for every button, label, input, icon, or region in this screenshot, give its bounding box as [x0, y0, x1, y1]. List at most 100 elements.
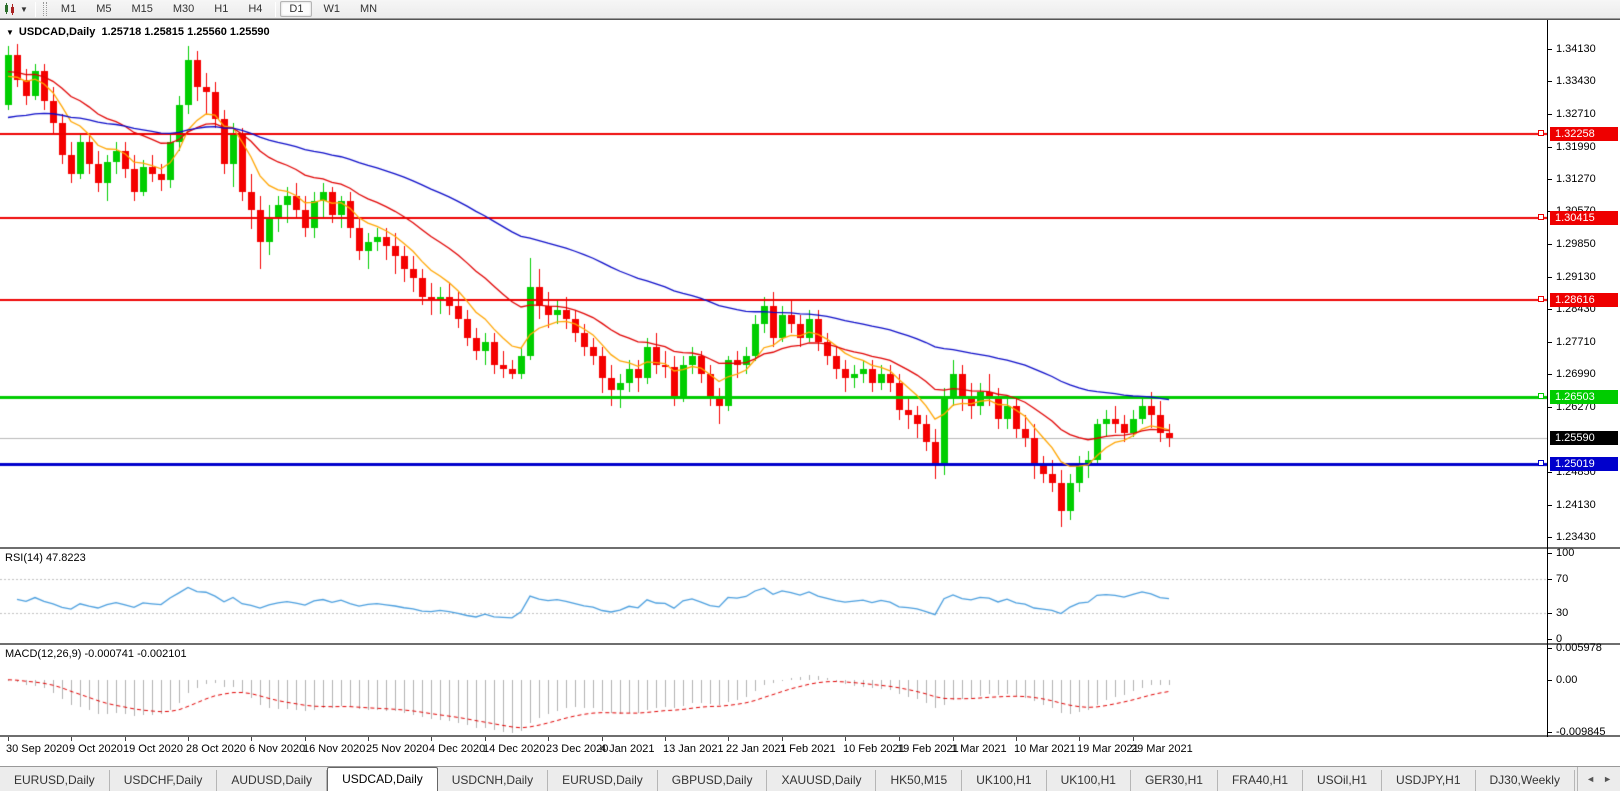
price-tick-label: 1.31990: [1556, 141, 1596, 153]
timeframe-toolbar: ▼ M1 M5 M15 M30 H1 H4 D1 W1 MN: [0, 0, 1620, 19]
date-tick-mark: [125, 737, 126, 741]
axis-tick-mark: [1547, 639, 1552, 640]
chart-tab-dj30-weekly[interactable]: DJ30,Weekly: [1476, 770, 1575, 791]
chart-tab-eurusd-daily[interactable]: EURUSD,Daily: [548, 770, 658, 791]
chart-tab-usdcad-daily[interactable]: USDCAD,Daily: [327, 767, 438, 791]
date-axis[interactable]: 30 Sep 2020 9 Oct 2020 19 Oct 2020 28 Oct 2…: [0, 737, 1620, 767]
date-tick-mark: [1016, 737, 1017, 741]
timeframe-button-mn[interactable]: MN: [359, 3, 378, 15]
price-tick-label: 1.27710: [1556, 336, 1596, 348]
date-tick-mark: [8, 737, 9, 741]
date-tick-mark: [485, 737, 486, 741]
chart-tab-hk50-m15[interactable]: HK50,M15: [876, 770, 963, 791]
chart-tab-usdchf-daily[interactable]: USDCHF,Daily: [110, 770, 218, 791]
macd-label: MACD(12,26,9) -0.000741 -0.002101: [5, 648, 187, 660]
line-anchor-square[interactable]: [1538, 460, 1544, 466]
axis-tick-mark: [1547, 579, 1552, 580]
date-tick-mark: [782, 737, 783, 741]
price-badge-1.30415: 1.30415: [1550, 211, 1618, 225]
chart-window: ▼ USDCAD,Daily 1.25718 1.25815 1.25560 1.…: [0, 19, 1620, 767]
chart-tab-uk100-h1[interactable]: UK100,H1: [1047, 770, 1131, 791]
chart-tab-audusd-daily[interactable]: AUDUSD,Daily: [217, 770, 328, 791]
chart-tab-usoil-h1[interactable]: USOil,H1: [1303, 770, 1383, 791]
price-chart-canvas[interactable]: [0, 21, 1547, 547]
timeframe-button-d1[interactable]: D1: [280, 1, 313, 17]
rsi-label: RSI(14) 47.8223: [5, 552, 86, 564]
line-anchor-square[interactable]: [1538, 130, 1544, 136]
date-tick-label: 1 Mar 2021: [951, 743, 1007, 755]
toolbar-separator: [34, 1, 36, 17]
date-tick-label: 19 Oct 2020: [123, 743, 183, 755]
timeframe-button-m5[interactable]: M5: [96, 3, 112, 15]
axis-tick-mark: [1547, 407, 1552, 408]
chart-tab-eurusd-daily[interactable]: EURUSD,Daily: [0, 770, 110, 791]
toolbar-grip[interactable]: [42, 2, 47, 16]
timeframe-button-m30[interactable]: M30: [172, 3, 195, 15]
date-tick-label: 14 Dec 2020: [483, 743, 546, 755]
line-anchor-square[interactable]: [1538, 393, 1544, 399]
axis-tick-mark: [1547, 732, 1552, 733]
date-tick-label: 1 Feb 2021: [780, 743, 836, 755]
chart-tab-fra40-h1[interactable]: FRA40,H1: [1218, 770, 1303, 791]
chart-ohlc-values: 1.25718 1.25815 1.25560 1.25590: [101, 26, 270, 38]
price-tick-label: 1.26270: [1556, 401, 1596, 413]
chart-tab-ger30-h1[interactable]: GER30,H1: [1131, 770, 1218, 791]
tab-scroll-right-icon[interactable]: ►: [1603, 774, 1612, 784]
panel-separator[interactable]: [0, 735, 1620, 737]
date-tick-label: 29 Mar 2021: [1131, 743, 1193, 755]
panel-separator[interactable]: [0, 547, 1620, 549]
date-tick-label: 13 Jan 2021: [663, 743, 724, 755]
chart-menu-caret-icon[interactable]: ▼: [6, 28, 14, 37]
macd-indicator-canvas[interactable]: [0, 645, 1547, 735]
candlestick-chart-icon[interactable]: [3, 2, 19, 16]
price-tick-label: 1.29850: [1556, 238, 1596, 250]
date-tick-mark: [251, 737, 252, 741]
price-tick-label: 1.29130: [1556, 271, 1596, 283]
chart-tab-gbpusd-daily[interactable]: GBPUSD,Daily: [658, 770, 768, 791]
date-tick-mark: [728, 737, 729, 741]
date-tick-label: 25 Nov 2020: [366, 743, 429, 755]
axis-tick-mark: [1547, 211, 1552, 212]
date-tick-mark: [305, 737, 306, 741]
timeframe-button-m15[interactable]: M15: [131, 3, 153, 15]
rsi-tick-label: 70: [1556, 573, 1569, 585]
panel-separator[interactable]: [0, 643, 1620, 645]
line-anchor-square[interactable]: [1538, 296, 1544, 302]
price-badge-1.26503: 1.26503: [1550, 390, 1618, 404]
date-tick-mark: [953, 737, 954, 741]
date-tick-mark: [548, 737, 549, 741]
toolbar-separator: [275, 1, 277, 17]
chart-tab-usdcnh-daily[interactable]: USDCNH,Daily: [438, 770, 549, 791]
timeframe-button-h4[interactable]: H4: [248, 3, 263, 15]
chart-tab-usdjpy-h1[interactable]: USDJPY,H1: [1382, 770, 1476, 791]
line-anchor-square[interactable]: [1538, 214, 1544, 220]
axis-tick-mark: [1547, 179, 1552, 180]
rsi-indicator-canvas[interactable]: [0, 549, 1547, 643]
axis-tick-mark: [1547, 537, 1552, 538]
chart-tab-xauusd-daily[interactable]: XAUUSD,Daily: [767, 770, 877, 791]
axis-tick-mark: [1547, 49, 1552, 50]
axis-tick-mark: [1547, 505, 1552, 506]
axis-tick-mark: [1547, 553, 1552, 554]
price-tick-label: 1.32710: [1556, 108, 1596, 120]
date-tick-mark: [431, 737, 432, 741]
date-tick-label: 19 Mar 2021: [1077, 743, 1139, 755]
chart-tab-uk100-h1[interactable]: UK100,H1: [962, 770, 1047, 791]
chart-tabs: EURUSD,Daily USDCHF,Daily AUDUSD,Daily USDC…: [0, 767, 1577, 791]
axis-tick-mark: [1547, 309, 1552, 310]
timeframe-button-h1[interactable]: H1: [214, 3, 229, 15]
price-axis-border: [1547, 20, 1548, 737]
timeframe-button-w1[interactable]: W1: [323, 3, 340, 15]
chart-type-dropdown-caret[interactable]: ▼: [20, 4, 28, 14]
price-tick-label: 1.31270: [1556, 173, 1596, 185]
date-tick-label: 30 Sep 2020: [6, 743, 69, 755]
date-tick-label: 9 Oct 2020: [69, 743, 123, 755]
timeframe-button-m1[interactable]: M1: [60, 3, 77, 15]
tab-scroll-left-icon[interactable]: ◄: [1586, 774, 1596, 784]
axis-tick-mark: [1547, 81, 1552, 82]
price-tick-label: 1.34130: [1556, 43, 1596, 55]
price-badge-1.28616: 1.28616: [1550, 293, 1618, 307]
rsi-tick-label: 0: [1556, 633, 1563, 645]
macd-tick-label: -0.009845: [1556, 726, 1606, 738]
date-tick-mark: [665, 737, 666, 741]
